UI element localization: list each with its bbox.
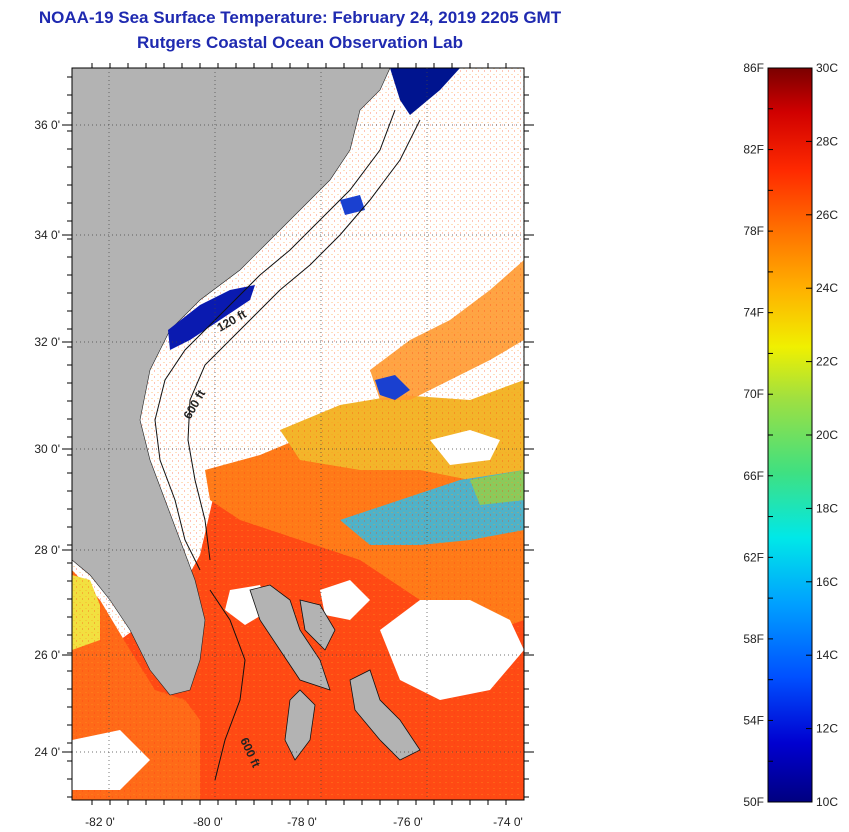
longitude-label: -76 0' [393, 815, 423, 829]
colorbar-c-label: 20C [816, 428, 838, 442]
land-southeast-us [72, 68, 391, 696]
colorbar-f-label: 82F [743, 143, 764, 157]
colorbar-c-label: 26C [816, 208, 838, 222]
graticule [72, 68, 524, 800]
colorbar-c-label: 16C [816, 575, 838, 589]
contour-600ft [187, 119, 421, 561]
latitude-labels: 36 0' 34 0' 32 0' 30 0' 28 0' 26 0' 24 0' [34, 118, 60, 759]
colorbar-f-label: 54F [743, 713, 764, 727]
cloud-patch [430, 430, 500, 465]
cloud-patch [72, 730, 150, 790]
map-frame [71, 67, 525, 801]
latitude-label: 36 0' [34, 118, 60, 132]
colorbar-c-label: 24C [816, 281, 838, 295]
longitude-label: -82 0' [85, 815, 115, 829]
colorbar-c-label: 30C [816, 61, 838, 75]
colorbar-f-label: 70F [743, 387, 764, 401]
contour-120ft [154, 109, 396, 571]
colorbar [767, 67, 813, 803]
sst-cold-patch [375, 375, 410, 400]
colorbar-c-label: 18C [816, 501, 838, 515]
cloud-patch [380, 600, 524, 700]
colorbar-c-label: 22C [816, 355, 838, 369]
colorbar-fahrenheit-labels: 86F 82F 78F 74F 70F 66F 62F 58F 54F 50F [743, 61, 812, 809]
contour-600ft-south [209, 589, 246, 781]
map-title: NOAA-19 Sea Surface Temperature: Februar… [38, 8, 562, 27]
colorbar-f-label: 50F [743, 795, 764, 809]
map-area [72, 68, 524, 800]
land-bahamas [249, 584, 331, 691]
sst-cold-corner [390, 68, 460, 115]
latitude-label: 28 0' [34, 543, 60, 557]
land-bahamas [284, 689, 316, 761]
colorbar-f-label: 86F [743, 61, 764, 75]
latitude-label: 32 0' [34, 335, 60, 349]
latitude-label: 26 0' [34, 648, 60, 662]
land-bahamas [349, 669, 421, 761]
colorbar-f-label: 58F [743, 632, 764, 646]
colorbar-celsius-labels: 30C 28C 26C 24C 22C 20C 18C 16C 14C 12C 10C [816, 61, 838, 809]
longitude-label: -78 0' [287, 815, 317, 829]
sst-cold-patch [340, 195, 365, 215]
longitude-label: -74 0' [493, 815, 523, 829]
colorbar-c-label: 10C [816, 795, 838, 809]
longitude-labels: -82 0' -80 0' -78 0' -76 0' -74 0' [85, 815, 523, 829]
colorbar-f-label: 62F [743, 550, 764, 564]
land-bahamas [299, 599, 336, 651]
colorbar-f-label: 74F [743, 306, 764, 320]
longitude-label: -80 0' [193, 815, 223, 829]
latitude-label: 30 0' [34, 442, 60, 456]
axis-ticks [62, 63, 534, 805]
map-subtitle: Rutgers Coastal Ocean Observation Lab [137, 33, 463, 52]
colorbar-f-label: 78F [743, 224, 764, 238]
colorbar-f-label: 66F [743, 469, 764, 483]
latitude-label: 34 0' [34, 228, 60, 242]
colorbar-c-label: 14C [816, 648, 838, 662]
latitude-label: 24 0' [34, 745, 60, 759]
cloud-patch [320, 580, 370, 620]
colorbar-c-label: 28C [816, 134, 838, 148]
colorbar-c-label: 12C [816, 722, 838, 736]
